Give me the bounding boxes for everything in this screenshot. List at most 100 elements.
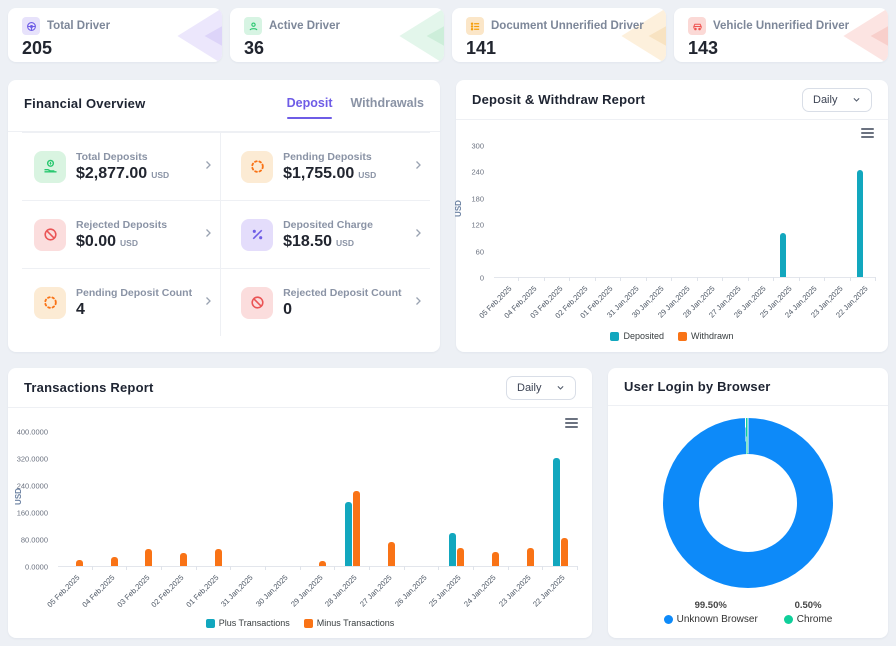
y-tick-label: 0 [479, 273, 484, 283]
bar[interactable] [561, 537, 569, 566]
legend-item[interactable]: Minus Transactions [303, 618, 394, 628]
chevron-right-icon [202, 294, 214, 312]
financial-item-deposited-charge[interactable]: Deposited Charge $18.50 USD [220, 200, 430, 268]
bar[interactable] [145, 549, 153, 566]
bar[interactable] [526, 548, 534, 566]
chart-legend: Plus Transactions Minus Transactions [8, 618, 592, 628]
bar-group [800, 146, 826, 281]
y-axis-ticks: 0.0000 80.0000 160.0000 240.0000 320.0000 400… [8, 428, 54, 572]
bar-group [127, 432, 162, 570]
financial-item-pending-deposits[interactable]: Pending Deposits $1,755.00 USD [220, 132, 430, 200]
percent-icon [241, 218, 274, 251]
bar-group [774, 146, 801, 281]
item-label: Total Deposits [76, 150, 148, 163]
legend-label-row: Unknown Browser [663, 614, 758, 625]
bar-plot-area[interactable] [58, 432, 578, 570]
legend-item[interactable]: Plus Transactions [205, 618, 290, 628]
bar[interactable] [449, 533, 457, 566]
y-tick-label: 240.0000 [16, 481, 48, 491]
document-list-icon [466, 17, 484, 35]
legend-dot [783, 615, 793, 624]
panel-title: Transactions Report [24, 380, 154, 395]
financial-item-rejected-deposit-count[interactable]: Rejected Deposit Count 0 [220, 268, 430, 336]
legend-item[interactable]: Withdrawn [678, 331, 734, 341]
panel-title: User Login by Browser [624, 379, 771, 394]
bar-group [58, 432, 93, 570]
financial-item-pending-deposit-count[interactable]: Pending Deposit Count 4 [22, 268, 221, 336]
financial-item-total-deposits[interactable]: Total Deposits $2,877.00 USD [22, 132, 221, 200]
bar-group [494, 146, 520, 281]
item-value: 0 [283, 300, 292, 318]
item-label: Rejected Deposits [76, 218, 168, 231]
item-label: Deposited Charge [283, 218, 373, 231]
stat-card-vehicle-unverified-driver[interactable]: Vehicle Unnerified Driver 143 [674, 8, 888, 62]
chart-legend: Deposited Withdrawn [456, 331, 888, 341]
legend-item[interactable]: 99.50% Unknown Browser [663, 600, 758, 625]
bar-group [543, 432, 578, 570]
bar[interactable] [387, 541, 395, 566]
bar-group [545, 146, 571, 281]
y-tick-label: 120 [471, 220, 484, 230]
chart-menu-icon[interactable] [565, 418, 578, 428]
bar[interactable] [345, 502, 353, 566]
stat-card-value: 143 [688, 38, 719, 58]
chevron-right-icon [412, 158, 424, 176]
bar[interactable] [75, 559, 83, 566]
period-select[interactable]: Daily [506, 375, 576, 400]
bar-group [519, 146, 546, 281]
tab-withdrawals[interactable]: Withdrawals [350, 96, 424, 110]
bar-group [197, 432, 232, 570]
stat-card-label: Active Driver [269, 20, 340, 32]
panel-title: Financial Overview [24, 96, 146, 111]
bar-group [301, 432, 336, 570]
bar-plot-area[interactable] [494, 146, 877, 281]
financial-items-grid: Total Deposits $2,877.00 USD Pending Depo… [22, 132, 430, 336]
stat-card-total-driver[interactable]: Total Driver 205 [8, 8, 222, 62]
chevron-right-icon [412, 294, 424, 312]
donut-chart[interactable] [663, 418, 833, 588]
ban-icon [241, 286, 274, 319]
item-value: $1,755.00 [283, 164, 355, 182]
bar[interactable] [318, 560, 326, 566]
financial-item-rejected-deposits[interactable]: Rejected Deposits $0.00 USD [22, 200, 221, 268]
x-axis-labels: 05 Feb,2025 04 Feb,2025 03 Feb,2025 02 Feb,… [477, 279, 876, 331]
chart-menu-icon[interactable] [861, 128, 874, 138]
y-tick-label: 300 [471, 141, 484, 151]
bar[interactable] [457, 547, 465, 566]
bar-group [439, 432, 474, 570]
bar-group [596, 146, 622, 281]
y-tick-label: 60 [475, 247, 484, 257]
bar-group [698, 146, 724, 281]
stat-card-active-driver[interactable]: Active Driver 36 [230, 8, 444, 62]
bar-group [335, 432, 370, 570]
deposit-withdraw-report-panel: Deposit & Withdraw Report Daily USD 0 60 1… [454, 80, 888, 352]
y-tick-label: 160.0000 [16, 508, 48, 518]
legend-item[interactable]: 0.50% Chrome [783, 600, 832, 625]
bar[interactable] [780, 233, 787, 277]
chevron-right-icon [202, 226, 214, 244]
transactions-report-panel: Transactions Report Daily USD 0.0000 80.0… [8, 368, 592, 638]
y-tick-label: 80.0000 [20, 535, 48, 545]
bar-group [621, 146, 648, 281]
stat-card-value: 205 [22, 38, 53, 58]
hand-coin-icon [34, 150, 66, 183]
item-unit: USD [358, 169, 377, 180]
bar[interactable] [491, 551, 499, 566]
legend-percent: 0.50% [794, 600, 822, 611]
period-select[interactable]: Daily [802, 87, 872, 112]
legend-item[interactable]: Deposited [610, 331, 664, 341]
bar[interactable] [856, 170, 863, 277]
bar-group [672, 146, 699, 281]
bar[interactable] [214, 549, 222, 566]
car-icon [688, 17, 706, 35]
tab-deposit[interactable]: Deposit [286, 96, 332, 119]
bar[interactable] [110, 557, 118, 566]
bar[interactable] [553, 457, 561, 566]
bar-group [647, 146, 673, 281]
bar[interactable] [179, 552, 187, 566]
bar-group [370, 432, 405, 570]
y-axis-ticks: 0 60 120 180 240 300 [456, 142, 490, 283]
stat-card-document-unverified-driver[interactable]: Document Unnerified Driver 141 [452, 8, 666, 62]
bar[interactable] [353, 490, 361, 566]
spinner-icon [34, 286, 66, 319]
